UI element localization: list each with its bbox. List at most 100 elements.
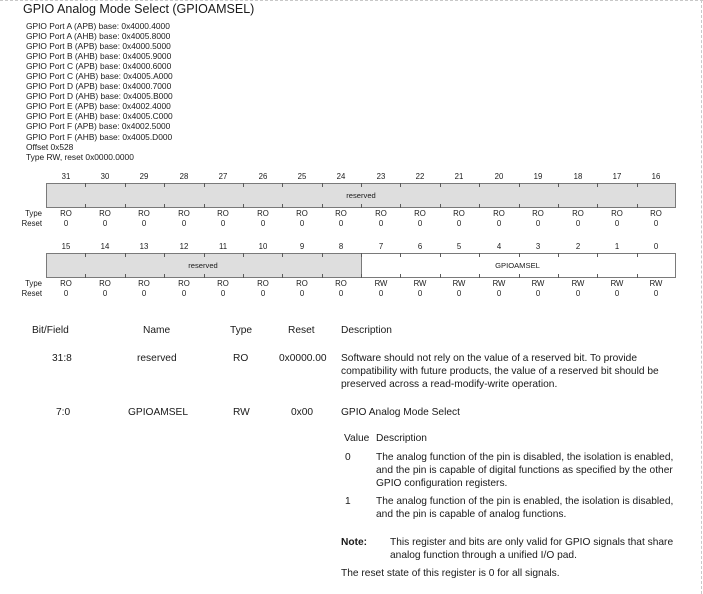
bit-tick [322, 274, 323, 278]
bit-tick [282, 253, 283, 257]
bit-type: RO [217, 279, 229, 288]
bit-tick [361, 253, 362, 257]
bit-tick [204, 204, 205, 208]
bit-reset: 0 [299, 289, 305, 298]
bit-tick [440, 274, 441, 278]
bit-type: RO [296, 279, 308, 288]
bit-reset: 0 [653, 289, 659, 298]
bit-tick [243, 183, 244, 187]
bit-tick [637, 204, 638, 208]
bit-tick [164, 183, 165, 187]
bit-tick [125, 204, 126, 208]
bit-reset: 0 [260, 289, 266, 298]
bit-reset: 0 [338, 219, 344, 228]
bit-tick [282, 183, 283, 187]
field-label-gpioamsel: GPIOAMSEL [495, 261, 540, 270]
bit-number: 2 [575, 242, 581, 251]
bit-tick [243, 253, 244, 257]
bit-number: 15 [61, 242, 71, 251]
value-0-description: The analog function of the pin is disabl… [376, 452, 674, 489]
bit-reset: 0 [614, 219, 620, 228]
col-header-type: Type [230, 325, 253, 336]
bit-tick [519, 253, 520, 257]
bit-number: 6 [417, 242, 423, 251]
bit-reset: 0 [378, 289, 384, 298]
bit-tick [637, 274, 638, 278]
bit-reset: 0 [141, 289, 147, 298]
bit-number: 14 [100, 242, 110, 251]
register-type-reset: Type RW, reset 0x0000.0000 [26, 151, 134, 162]
row1-name: reserved [137, 353, 177, 364]
bit-tick [597, 183, 598, 187]
bit-tick [597, 274, 598, 278]
field-divider [361, 253, 362, 278]
row2-name: GPIOAMSEL [128, 407, 189, 418]
bit-type: RW [649, 279, 663, 288]
bit-tick [125, 274, 126, 278]
bit-tick [361, 183, 362, 187]
bit-reset: 0 [575, 289, 581, 298]
bit-reset: 0 [378, 219, 384, 228]
bit-reset: 0 [299, 219, 305, 228]
bit-reset: 0 [417, 289, 423, 298]
register-title: GPIO Analog Mode Select (GPIOAMSEL) [23, 2, 255, 16]
bit-type: RW [452, 279, 466, 288]
bit-type: RO [257, 279, 269, 288]
base-address-line: GPIO Port D (APB) base: 0x4000.7000 [26, 81, 172, 92]
bit-number: 23 [376, 172, 386, 181]
row1-description: Software should not rely on the value of… [341, 353, 659, 390]
page-border-right [701, 0, 702, 594]
value-1: 1 [345, 496, 351, 507]
bit-tick [243, 274, 244, 278]
bit-number: 20 [494, 172, 504, 181]
bit-type: RW [492, 279, 506, 288]
bit-number: 4 [496, 242, 502, 251]
bit-number: 27 [218, 172, 228, 181]
bit-type: RW [374, 279, 388, 288]
bit-type: RW [531, 279, 545, 288]
bit-reset: 0 [181, 219, 187, 228]
row2-bitfield: 7:0 [56, 407, 71, 418]
reset-state-footer: The reset state of this register is 0 fo… [341, 568, 560, 579]
bit-number: 3 [535, 242, 541, 251]
bit-tick [637, 253, 638, 257]
bit-tick [440, 204, 441, 208]
bit-tick [400, 274, 401, 278]
base-address-line: GPIO Port C (AHB) base: 0x4005.A000 [26, 71, 173, 82]
bit-type: RO [178, 209, 190, 218]
bit-number: 24 [336, 172, 346, 181]
bit-tick [282, 204, 283, 208]
bit-type: RO [335, 279, 347, 288]
bit-reset: 0 [181, 289, 187, 298]
bit-tick [243, 204, 244, 208]
bit-type: RO [99, 209, 111, 218]
page-border-top [0, 0, 703, 1]
value-col-header: Value [344, 433, 370, 444]
bit-type: RO [493, 209, 505, 218]
bit-type: RW [610, 279, 624, 288]
bit-number: 16 [651, 172, 661, 181]
bit-reset: 0 [63, 219, 69, 228]
bit-reset: 0 [260, 219, 266, 228]
bit-reset: 0 [63, 289, 69, 298]
bit-tick [479, 274, 480, 278]
bit-number: 30 [100, 172, 110, 181]
bit-reset: 0 [496, 219, 502, 228]
col-header-name: Name [143, 325, 171, 336]
bit-type: RO [532, 209, 544, 218]
bit-tick [85, 183, 86, 187]
bit-tick [440, 253, 441, 257]
bit-type: RO [217, 209, 229, 218]
field-label-reserved-lower: reserved [188, 261, 218, 270]
bit-reset: 0 [141, 219, 147, 228]
bit-tick [204, 183, 205, 187]
row2-description: GPIO Analog Mode Select [341, 407, 460, 418]
bit-tick [322, 183, 323, 187]
bit-type: RW [413, 279, 427, 288]
bit-tick [164, 204, 165, 208]
bit-type: RO [257, 209, 269, 218]
bit-tick [400, 253, 401, 257]
base-address-line: GPIO Port A (APB) base: 0x4000.4000 [26, 21, 170, 31]
base-address-line: GPIO Port F (APB) base: 0x4002.5000 [26, 121, 171, 132]
bit-number: 28 [179, 172, 189, 181]
